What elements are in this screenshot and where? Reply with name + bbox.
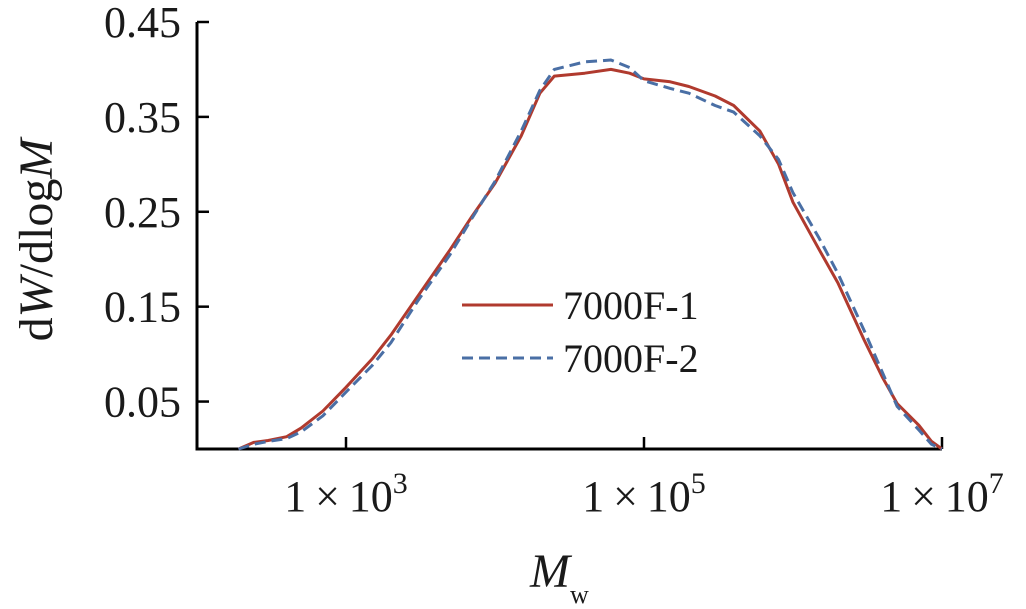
legend-label-7000f-2: 7000F-2 <box>563 336 699 381</box>
x-axis-title: Mw <box>529 545 589 609</box>
series-line-7000f-2 <box>238 58 943 451</box>
legend-label-7000f-1: 7000F-1 <box>563 283 699 328</box>
x-tick-label: 1 × 107 <box>880 467 1003 521</box>
series-line-7000f-1 <box>237 67 943 451</box>
y-tick-label: 0.45 <box>104 0 181 47</box>
y-axis-title: dW/dlogM <box>10 136 63 342</box>
x-tick-label: 1 × 103 <box>284 467 407 521</box>
axes <box>195 22 942 451</box>
series-lines <box>237 58 943 451</box>
y-tick-label: 0.35 <box>104 93 181 142</box>
y-tick-label: 0.25 <box>104 188 181 237</box>
y-tick-label: 0.15 <box>104 283 181 332</box>
y-tick-label: 0.05 <box>104 378 181 427</box>
x-tick-label: 1 × 105 <box>582 467 705 521</box>
ticks: 0.05 0.15 0.25 0.35 0.45 1 × 103 1 × 105 1 × 10… <box>104 0 1004 521</box>
legend: 7000F-1 7000F-2 <box>462 283 699 381</box>
axis-titles: Mw dW/dlogM <box>10 136 589 609</box>
